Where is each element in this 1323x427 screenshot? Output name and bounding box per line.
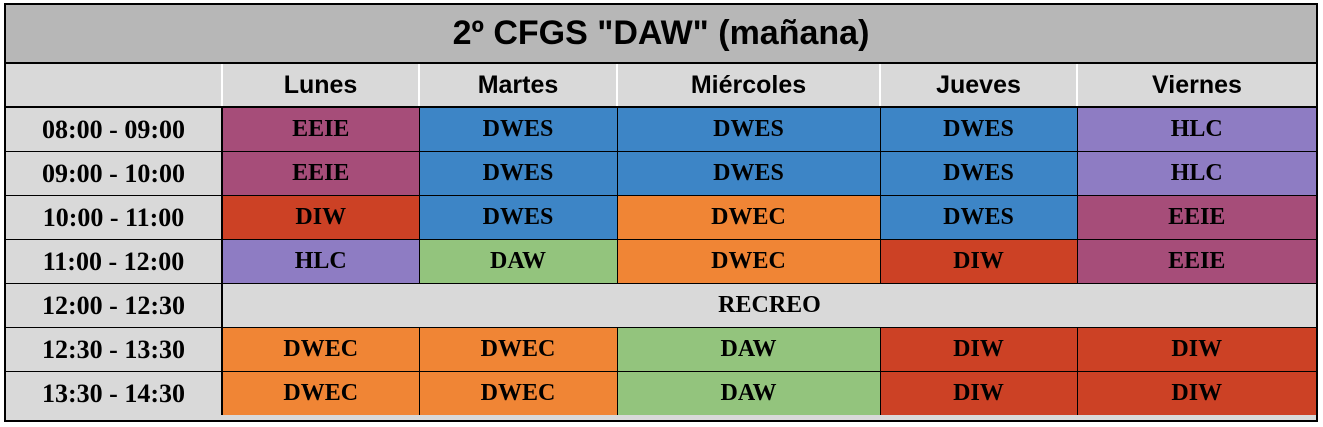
day-header: Jueves [879,64,1077,108]
time-slot: 13:30 - 14:30 [6,371,223,415]
time-slot: 11:00 - 12:00 [6,239,223,284]
subject-cell: DWEC [221,371,420,415]
schedule-grid: Lunes Martes Miércoles Jueves Viernes 08… [6,64,1316,415]
subject-cell: DWEC [418,371,618,415]
subject-cell: DIW [1076,327,1316,372]
subject-cell: EEIE [1076,195,1316,240]
period-row: 11:00 - 12:00 HLC DAW DWEC DIW EEIE [6,239,1316,284]
day-header: Miércoles [616,64,880,108]
timetable-title: 2º CFGS "DAW" (mañana) [6,5,1316,64]
time-slot: 12:00 - 12:30 [6,283,223,328]
subject-cell: DWES [879,106,1078,152]
subject-cell: DWES [879,151,1078,196]
time-slot: 12:30 - 13:30 [6,327,223,372]
subject-cell: DIW [879,327,1078,372]
subject-cell: HLC [1076,106,1316,152]
day-header: Lunes [221,64,419,108]
time-slot: 10:00 - 11:00 [6,195,223,240]
break-row: 12:00 - 12:30 RECREO [6,283,1316,328]
corner-cell [6,64,222,108]
subject-cell: EEIE [1076,239,1316,284]
day-header: Martes [418,64,617,108]
timetable: 2º CFGS "DAW" (mañana) Lunes Martes Miér… [4,3,1318,422]
subject-cell: DWEC [418,327,618,372]
period-row: 08:00 - 09:00 EEIE DWES DWES DWES HLC [6,106,1316,152]
header-row: Lunes Martes Miércoles Jueves Viernes [6,64,1316,108]
period-row: 09:00 - 10:00 EEIE DWES DWES DWES HLC [6,151,1316,196]
subject-cell: DWES [418,195,618,240]
day-header: Viernes [1076,64,1316,108]
subject-cell: DWEC [616,195,881,240]
subject-cell: DWES [616,151,881,196]
subject-cell: DAW [616,371,881,415]
subject-cell: DIW [221,195,420,240]
time-slot: 09:00 - 10:00 [6,151,223,196]
subject-cell: DIW [879,371,1078,415]
subject-cell: EEIE [221,151,420,196]
subject-cell: DAW [616,327,881,372]
subject-cell: DWES [616,106,881,152]
subject-cell: DWEC [616,239,881,284]
subject-cell: DWES [879,195,1078,240]
subject-cell: DWES [418,106,618,152]
subject-cell: DIW [1076,371,1316,415]
time-slot: 08:00 - 09:00 [6,106,223,152]
subject-cell: DIW [879,239,1078,284]
subject-cell: HLC [221,239,420,284]
subject-cell: DWEC [221,327,420,372]
period-row: 13:30 - 14:30 DWEC DWEC DAW DIW DIW [6,371,1316,415]
subject-cell: HLC [1076,151,1316,196]
subject-cell: EEIE [221,106,420,152]
period-row: 12:30 - 13:30 DWEC DWEC DAW DIW DIW [6,327,1316,372]
period-row: 10:00 - 11:00 DIW DWES DWEC DWES EEIE [6,195,1316,240]
subject-cell: DWES [418,151,618,196]
subject-cell: DAW [418,239,618,284]
break-cell: RECREO [221,283,1316,328]
